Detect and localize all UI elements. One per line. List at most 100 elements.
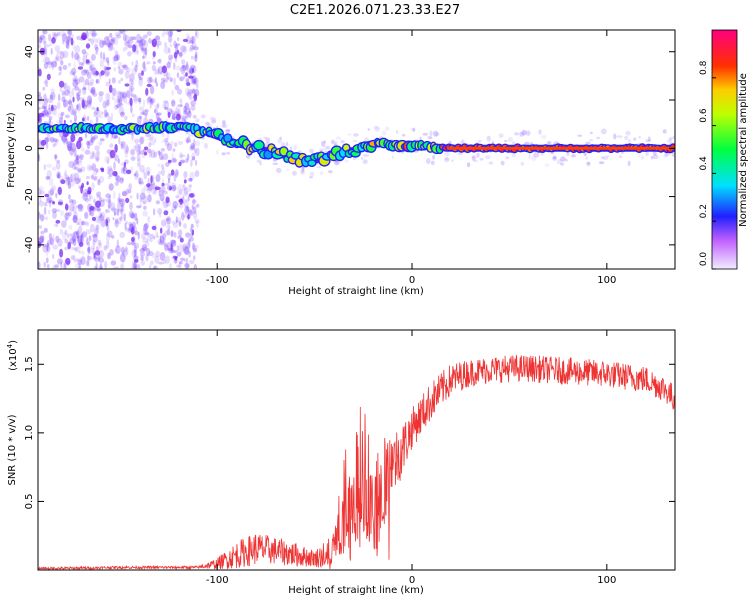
spectrogram-noise-dot [72, 215, 79, 224]
spectrogram-noise-dot [179, 198, 184, 205]
spectrogram-noise-dot [38, 112, 45, 117]
spectrogram-noise-dot [90, 209, 95, 217]
spectrogram-noise-dot [83, 100, 89, 107]
spectrogram-noise-dot [141, 152, 146, 159]
spectrogram-noise-dot [83, 221, 87, 226]
spectrogram-noise-dot [151, 225, 157, 231]
spectrogram-noise-dot [179, 152, 183, 159]
spectrogram-noise-dot [181, 118, 186, 122]
spectrogram-noise-dot [137, 158, 141, 166]
spectrogram-noise-dot [163, 242, 167, 247]
spectrogram-noise-dot [188, 208, 192, 215]
spectrogram-noise-dot [119, 253, 126, 263]
spectrogram-noise-dot [159, 240, 166, 246]
spectrogram-noise-dot [571, 154, 576, 158]
spectrogram-noise-dot [72, 77, 77, 82]
spectrogram-noise-dot [192, 138, 196, 148]
spectrogram-noise-dot [138, 177, 142, 184]
spectrogram-noise-dot [108, 165, 113, 172]
spectrogram-noise-dot [184, 87, 191, 97]
spectrogram-noise-dot [55, 192, 58, 199]
spectrogram-noise-dot [80, 234, 83, 244]
spectrogram-noise-dot [93, 228, 99, 236]
spectrogram-noise-dot [113, 54, 119, 59]
spectrogram-noise-dot [505, 156, 510, 159]
spectrogram-noise-dot [275, 167, 282, 174]
spectrogram-noise-dot [150, 139, 156, 146]
spectrogram-noise-dot [87, 246, 91, 253]
spectrogram-noise-dot [419, 136, 422, 140]
spectrogram-noise-dot [192, 199, 198, 204]
spectrogram-noise-dot [119, 216, 123, 221]
spectrogram-noise-dot [42, 102, 48, 110]
spectrogram-noise-dot [73, 77, 79, 83]
spectrogram-noise-dot [116, 239, 120, 249]
spectrogram-noise-dot [115, 245, 121, 255]
spectrogram-noise-dot [195, 140, 201, 147]
spectrogram-noise-dot [171, 220, 176, 225]
colorbar: 0.0 0.2 0.4 0.6 0.8 Normalized spectral ampl… [699, 29, 749, 270]
spectrogram-noise-dot [78, 177, 82, 183]
spectrogram-noise-dot [152, 265, 158, 269]
spectrogram-noise-dot [65, 212, 69, 217]
spectrogram-noise-dot [98, 214, 104, 222]
spectrogram-noise-dot [265, 137, 271, 144]
spectrogram-noise-dot [43, 261, 47, 268]
spectrogram-noise-dot [427, 135, 433, 139]
spectrogram-noise-dot [43, 137, 50, 143]
spectrogram-noise-dot [176, 30, 182, 33]
spectrogram-noise-dot [144, 47, 148, 56]
spectrogram-noise-dot [121, 246, 125, 255]
spectrogram-noise-dot [123, 161, 126, 168]
spectrogram-noise-dot [119, 91, 125, 99]
spectrogram-noise-dot [120, 111, 125, 118]
spectrogram-noise-dot [82, 87, 87, 91]
spectrogram-noise-dot [188, 75, 194, 79]
spectrogram-noise-dot [66, 141, 73, 149]
spectrogram-noise-dot [110, 260, 117, 266]
spectrogram-noise-dot [86, 181, 89, 186]
spectrogram-noise-dot [51, 61, 55, 70]
spectrogram-noise-dot [129, 195, 133, 199]
spectrogram-noise-dot [353, 139, 358, 143]
spectrogram-noise-dot [69, 203, 75, 212]
spectrogram-noise-dot [138, 97, 141, 103]
spectrogram-noise-dot [39, 196, 42, 203]
spectrogram-noise-dot [192, 46, 199, 51]
spectrogram-noise-dot [183, 112, 189, 119]
spectrogram-noise-dot [143, 34, 148, 39]
spectrogram-noise-dot [140, 47, 147, 51]
spectrogram-noise-dot [109, 32, 113, 38]
spectrogram-noise-dot [193, 93, 198, 102]
spectrogram-noise-dot [225, 129, 231, 132]
spectrogram-noise-dot [38, 67, 41, 72]
spectrogram-noise-dot [42, 243, 48, 253]
spectrogram-noise-dot [41, 141, 45, 149]
spectrogram-noise-dot [259, 162, 262, 166]
spectrogram-noise-dot [190, 100, 196, 107]
spectrogram-noise-dot [90, 223, 95, 233]
spectrogram-noise-dot [39, 47, 45, 55]
spectrogram-noise-dot [183, 201, 185, 207]
spectrogram-noise-dot [119, 263, 124, 269]
spectrogram-noise-dot [461, 138, 464, 145]
spectrogram-noise-dot [91, 54, 96, 61]
spectrogram-noise-dot [146, 148, 152, 153]
spectrogram-noise-dot [120, 112, 125, 116]
spectrogram-noise-dot [133, 44, 139, 54]
spectrogram-noise-dot [105, 81, 110, 87]
spectrogram-noise-dot [130, 81, 134, 86]
spectrogram-noise-dot [99, 72, 103, 77]
spectrogram-noise-dot [155, 174, 161, 183]
spectrogram-noise-dot [193, 244, 199, 249]
spectrogram-noise-dot [324, 140, 326, 144]
spectrogram-noise-dot [124, 115, 128, 121]
spectrogram-noise-dot [149, 76, 153, 83]
spectrogram-noise-dot [96, 191, 102, 197]
spectrogram-noise-dot [109, 154, 113, 160]
spectrogram-noise-dot [127, 51, 132, 57]
spectrogram-noise-dot [100, 211, 106, 220]
spectrogram-noise-dot [195, 118, 200, 123]
spectrogram-noise-dot [58, 72, 62, 76]
spectrogram-noise-dot [136, 205, 142, 209]
